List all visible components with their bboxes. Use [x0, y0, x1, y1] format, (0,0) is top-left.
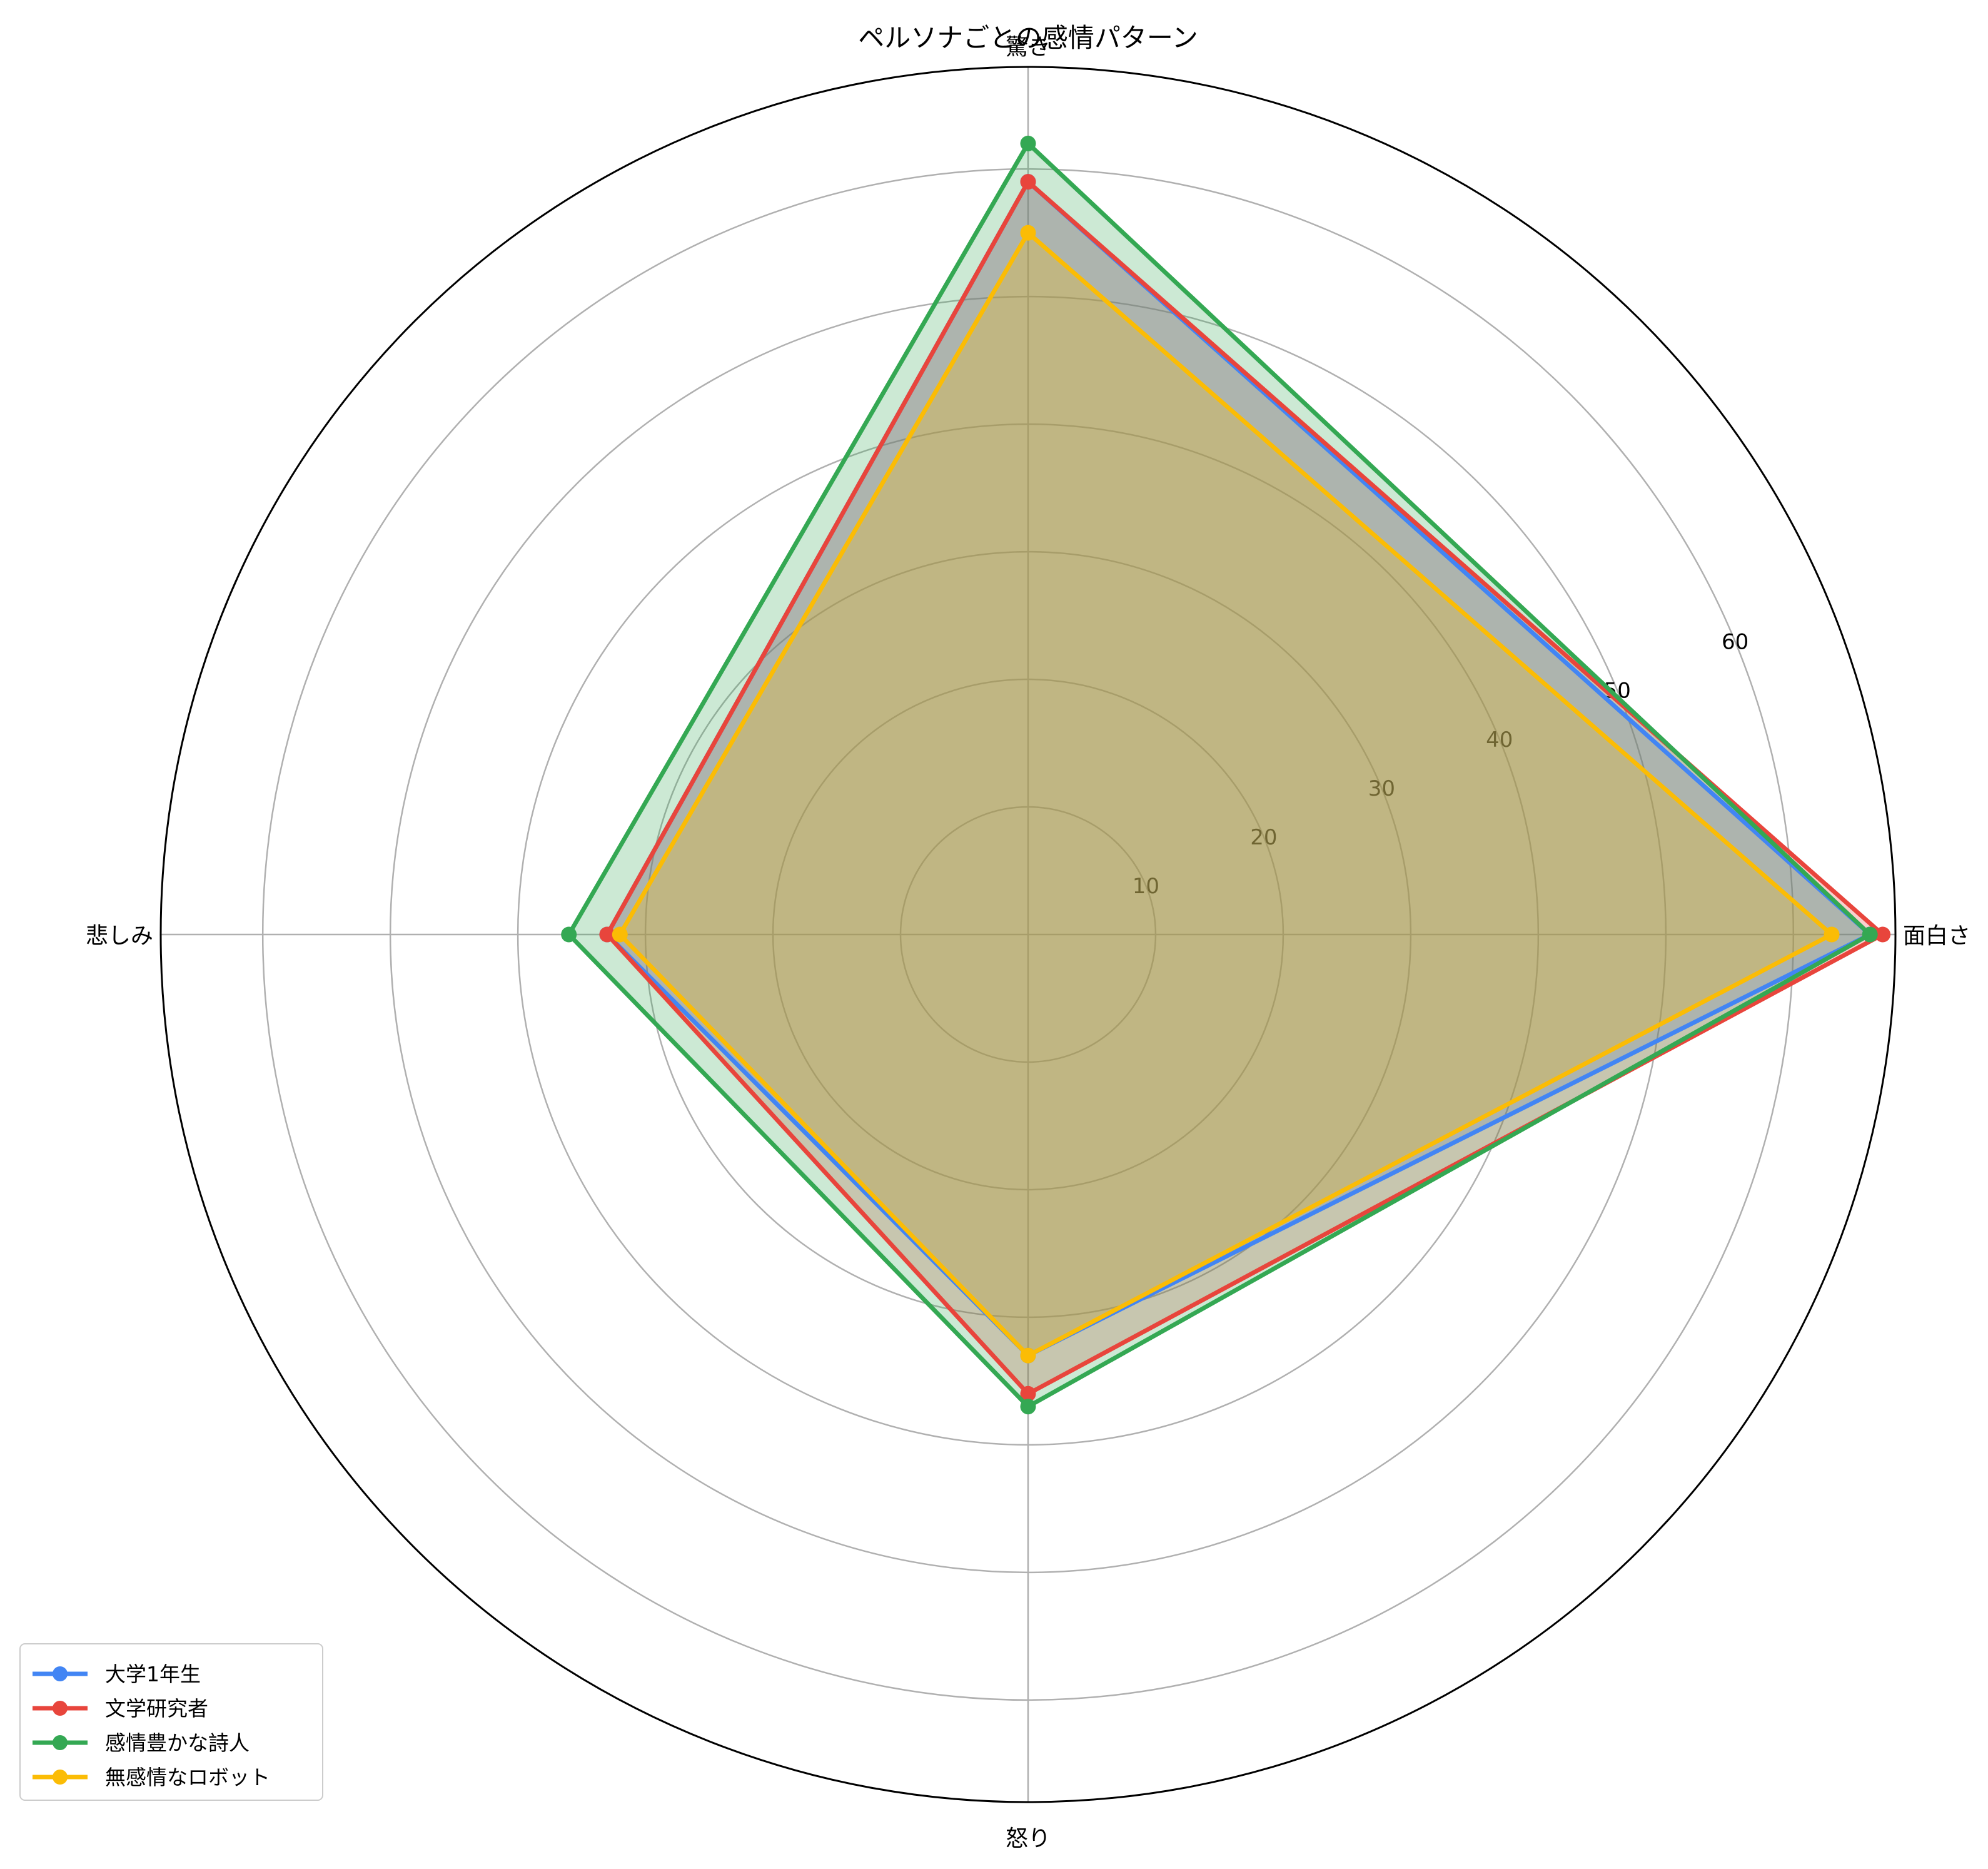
category-label-2: 悲しみ	[86, 923, 153, 949]
series-point-2-2	[561, 926, 577, 943]
series-3	[612, 225, 1840, 1364]
rtick-label-40: 40	[1486, 727, 1513, 752]
legend-label-3: 無感情なロボット	[105, 1765, 270, 1790]
legend-marker-0	[53, 1666, 68, 1681]
series-point-3-3	[1020, 1347, 1036, 1364]
series-point-1-0	[1875, 926, 1891, 943]
series-2	[561, 135, 1878, 1415]
series-group	[561, 135, 1891, 1415]
outer-frame	[159, 66, 1897, 1803]
series-1	[599, 174, 1891, 1402]
series-point-1-3	[1020, 1385, 1036, 1402]
rtick-label-30: 30	[1368, 776, 1395, 801]
series-point-1-2	[599, 926, 615, 943]
category-label-3: 怒り	[1006, 1826, 1051, 1851]
legend-entry-2: 感情豊かな詩人	[33, 1731, 250, 1755]
chart-title: ペルソナごとの感情パターン	[858, 23, 1198, 53]
series-point-3-2	[612, 926, 628, 943]
series-point-3-1	[1020, 225, 1036, 241]
series-point-3-0	[1824, 926, 1840, 943]
legend-entry-1: 文学研究者	[33, 1696, 208, 1721]
rtick-label-10: 10	[1133, 874, 1159, 899]
legend-label-2: 感情豊かな詩人	[105, 1731, 250, 1755]
series-point-2-0	[1862, 926, 1878, 943]
series-point-1-1	[1020, 174, 1036, 190]
legend-marker-2	[53, 1735, 68, 1750]
legend-marker-3	[53, 1770, 68, 1785]
legend-frame	[19, 1643, 323, 1801]
rtick-label-20: 20	[1250, 825, 1277, 850]
legend-entry-0: 大学1年生	[33, 1662, 201, 1686]
series-point-2-3	[1020, 1399, 1036, 1415]
category-label-0: 面白さ	[1903, 923, 1970, 949]
legend-label-0: 大学1年生	[105, 1662, 201, 1686]
series-fill-3	[620, 233, 1832, 1356]
legend-label-1: 文学研究者	[105, 1696, 208, 1721]
series-fill-0	[607, 181, 1870, 1356]
category-label-1: 驚き	[1006, 34, 1051, 60]
series-point-2-1	[1020, 135, 1036, 151]
series-fill-1	[607, 181, 1883, 1394]
legend-entry-3: 無感情なロボット	[33, 1765, 270, 1790]
legend-marker-1	[53, 1701, 68, 1716]
rtick-label-60: 60	[1722, 630, 1748, 655]
